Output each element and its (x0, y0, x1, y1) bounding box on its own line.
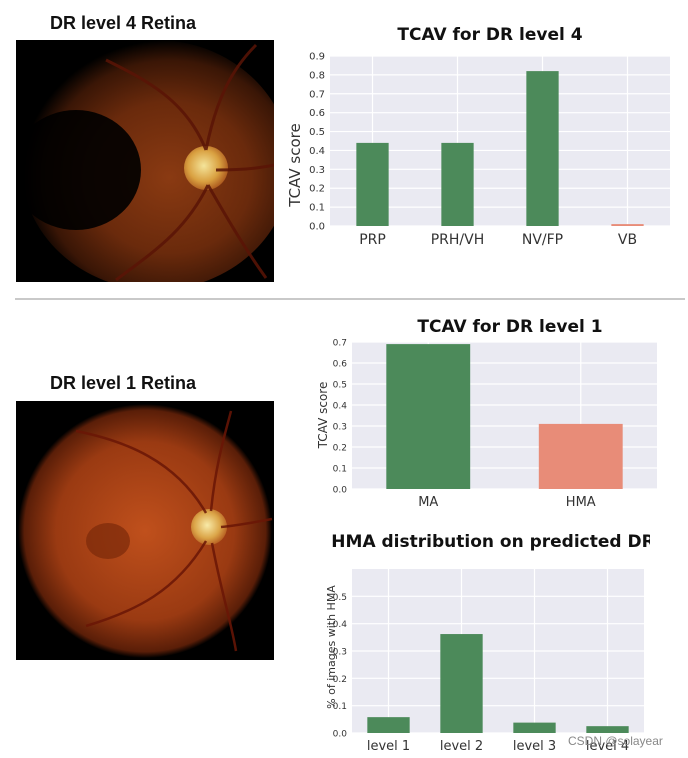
bar-ma (386, 344, 471, 489)
bar-nv-fp (526, 71, 559, 226)
y-tick-label: 0.6 (333, 360, 348, 370)
y-tick-label: 0.2 (333, 675, 347, 685)
y-tick-label: 0.7 (333, 339, 347, 349)
top-retina-title: DR level 4 Retina (50, 13, 197, 33)
y-tick-label: 0.0 (333, 730, 348, 740)
bar-prh-vh (441, 142, 474, 226)
y-tick-label: 0.3 (333, 648, 347, 658)
bar-level-3 (513, 722, 556, 733)
bar-hma (538, 423, 623, 489)
chart-title: TCAV for DR level 1 (417, 317, 602, 337)
x-tick-label: PRP (359, 232, 386, 248)
x-tick-label: MA (418, 495, 438, 510)
y-tick-label: 0.1 (333, 465, 347, 475)
bottom-retina-title: DR level 1 Retina (50, 373, 197, 393)
chart-tcav-dr1: TCAV for DR level 1 TCAV score 0.0 0.1 0.2… (316, 317, 657, 510)
y-tick-label: 0.9 (309, 52, 325, 63)
x-tick-label: level 2 (440, 739, 483, 754)
y-tick-label: 0.3 (333, 423, 347, 433)
section-divider (15, 298, 685, 300)
y-tick-label: 0.0 (333, 486, 348, 496)
y-tick-label: 0.4 (309, 146, 325, 157)
y-tick-label: 0.1 (333, 702, 347, 712)
y-tick-label: 0.4 (333, 620, 348, 630)
y-tick-label: 0.2 (333, 444, 347, 454)
bar-level-2 (440, 634, 483, 733)
y-tick-label: 0.4 (333, 402, 348, 412)
y-tick-label: 0.0 (309, 222, 325, 233)
y-tick-label: 0.8 (309, 70, 325, 81)
y-tick-label: 0.3 (309, 165, 325, 176)
x-tick-label: level 1 (367, 739, 410, 754)
y-axis-label: % of images with HMA (325, 585, 338, 709)
x-tick-label: HMA (566, 495, 596, 510)
bar-level-4 (586, 726, 629, 733)
y-axis-label: TCAV score (286, 123, 304, 207)
watermark: CSDN @solayear (568, 734, 663, 748)
chart-hma-distribution: HMA distribution on predicted DR % of im… (325, 532, 650, 754)
retina-image-dr1 (16, 401, 274, 660)
bar-level-1 (367, 717, 410, 733)
bar-vb (611, 224, 644, 226)
y-tick-label: 0.1 (309, 203, 325, 214)
x-tick-label: level 4 (586, 739, 629, 754)
bar-prp (356, 142, 389, 226)
y-tick-label: 0.5 (333, 593, 347, 603)
chart-tcav-dr4: TCAV for DR level 4 TCAV score 0.0 0.1 0.2… (286, 25, 670, 248)
y-tick-label: 0.6 (309, 108, 325, 119)
chart-title: HMA distribution on predicted DR (331, 532, 650, 552)
x-tick-label: NV/FP (522, 232, 563, 248)
x-tick-label: level 3 (513, 739, 556, 754)
y-tick-label: 0.7 (309, 89, 325, 100)
y-axis-label: TCAV score (316, 382, 330, 450)
y-tick-label: 0.5 (333, 381, 347, 391)
x-tick-label: VB (618, 232, 637, 248)
y-tick-label: 0.5 (309, 127, 325, 138)
chart-title: TCAV for DR level 4 (397, 25, 582, 45)
retina-image-dr4 (16, 40, 274, 282)
x-tick-label: PRH/VH (431, 232, 485, 248)
y-tick-label: 0.2 (309, 184, 325, 195)
